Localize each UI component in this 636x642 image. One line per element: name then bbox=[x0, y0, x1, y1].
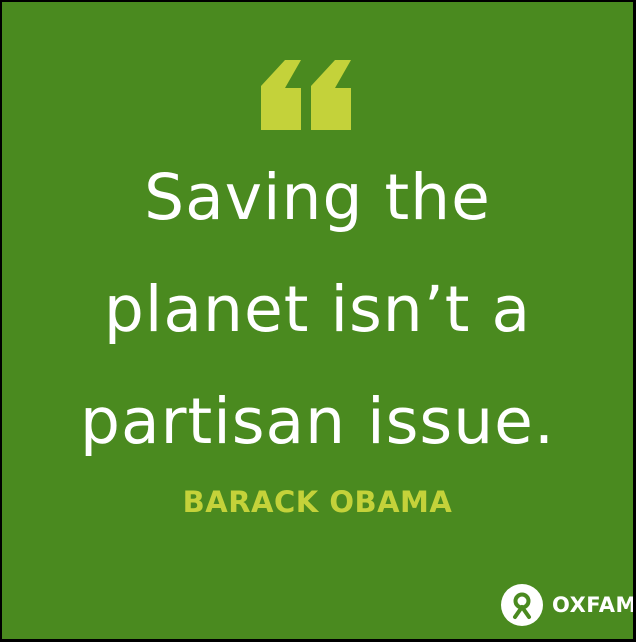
oxfam-wordmark: OXFAM bbox=[552, 593, 633, 617]
opening-quote-icon bbox=[261, 60, 351, 130]
oxfam-logo: OXFAM bbox=[501, 583, 633, 627]
quote-author: BARACK OBAMA bbox=[182, 485, 453, 519]
quote-line-3: partisan issue. bbox=[80, 385, 555, 458]
quote-line-2: planet isn’t a bbox=[103, 273, 532, 346]
quote-line-1: Saving the bbox=[144, 161, 491, 234]
oxfam-logo-icon bbox=[501, 584, 543, 626]
